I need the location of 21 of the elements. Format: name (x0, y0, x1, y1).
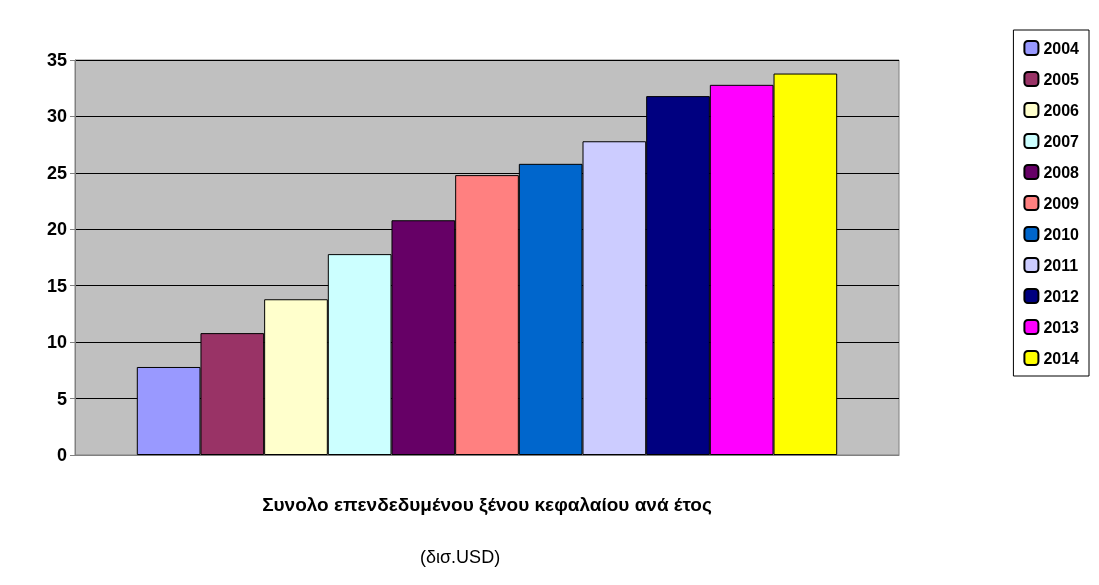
x-axis-title: Συνολο επενδεδυμένου ξένου κεφαλαίου ανά έτος (262, 494, 712, 516)
legend-label: 2005 (1043, 70, 1080, 88)
legend-label: 2010 (1043, 225, 1080, 243)
legend-label: 2013 (1043, 318, 1080, 336)
y-tick-label: 20 (46, 219, 67, 240)
legend-label: 2008 (1043, 163, 1080, 181)
legend-label: 2009 (1043, 194, 1080, 212)
legend-label: 2011 (1043, 256, 1079, 274)
y-tick-label: 10 (46, 332, 67, 353)
legend-label: 2012 (1043, 287, 1080, 305)
y-tick-label: 0 (56, 445, 67, 465)
text: (δισ.USD) (420, 547, 501, 567)
legend-label: 2007 (1043, 132, 1080, 150)
y-tick-label: 35 (46, 50, 67, 70)
y-tick-label: 15 (46, 275, 67, 296)
legend-label: 2004 (1043, 39, 1080, 57)
y-tick-label: 25 (46, 162, 67, 183)
legend-label: 2006 (1043, 101, 1080, 119)
y-tick-label: 30 (46, 106, 67, 127)
legend-label: 2014 (1043, 349, 1080, 367)
y-tick-label: 5 (56, 388, 67, 409)
